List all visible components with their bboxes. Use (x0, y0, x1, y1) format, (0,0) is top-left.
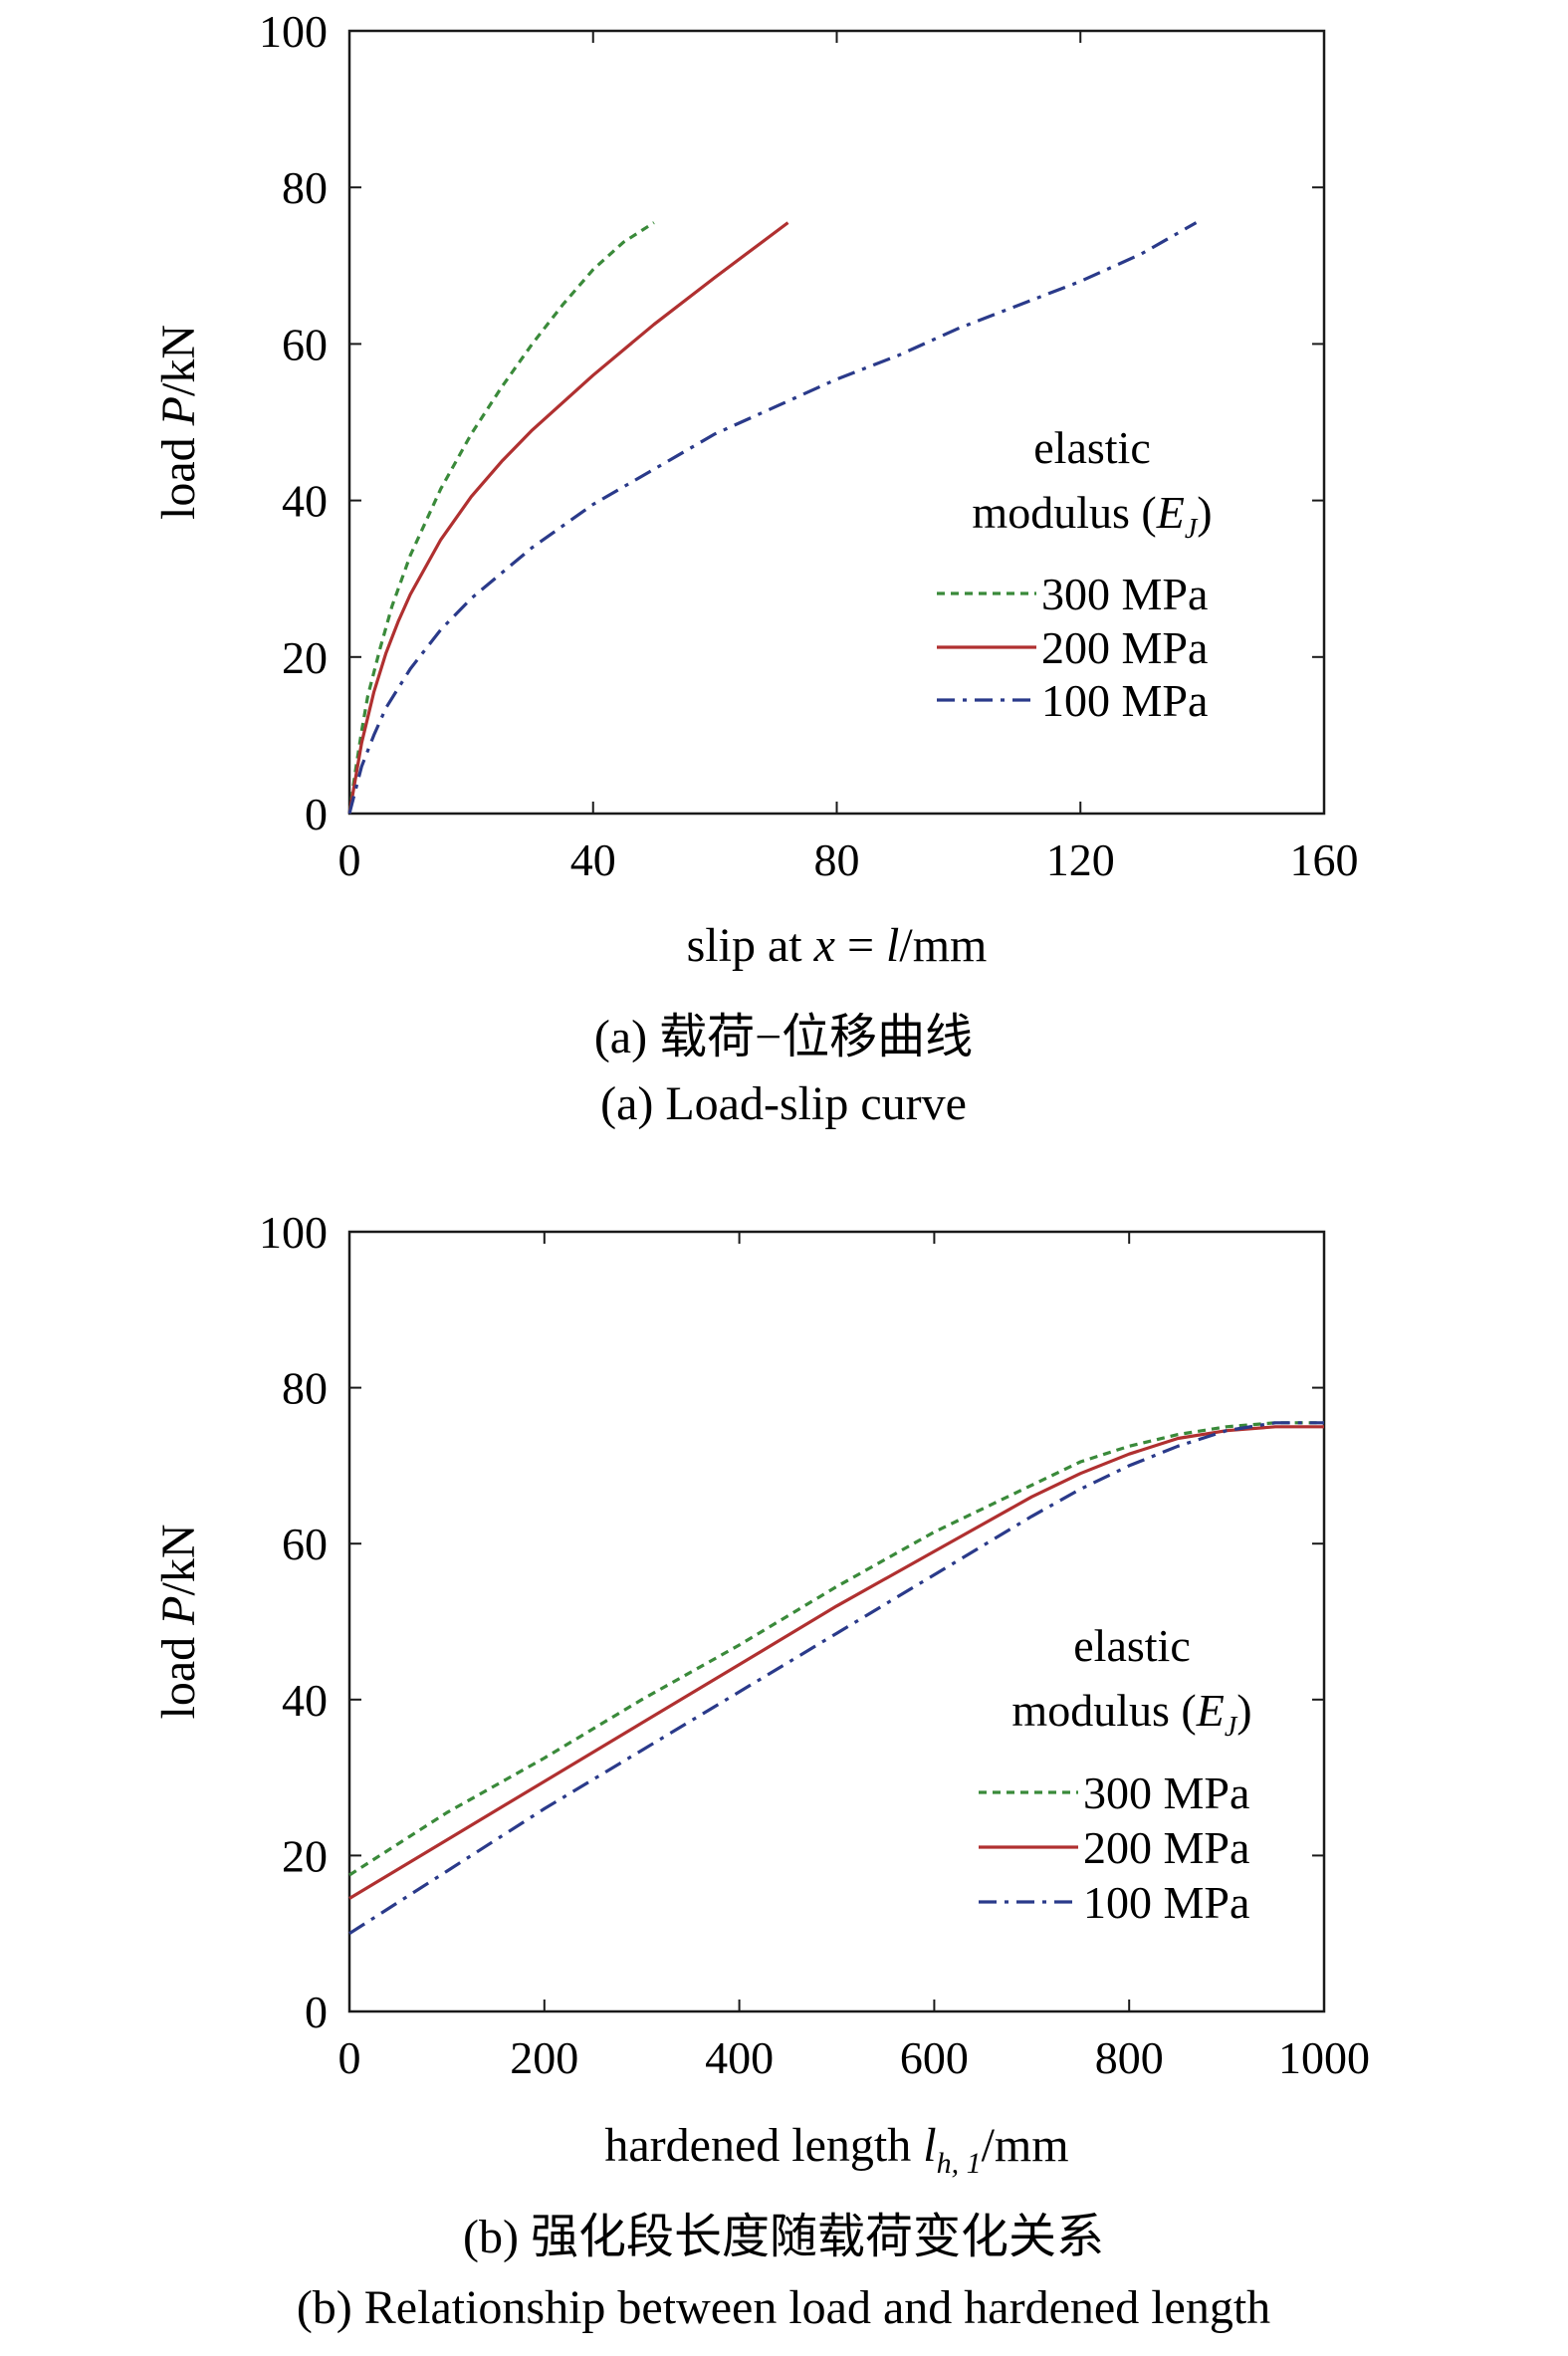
y-tick-label: 60 (282, 1519, 328, 1569)
x-axis-label: slip at x = l/mm (687, 919, 988, 972)
legend-label: 300 MPa (1041, 569, 1208, 619)
legend-title-line1: elastic (1033, 422, 1151, 473)
y-tick-label: 0 (305, 1987, 328, 2037)
legend-title-line2: modulus (EJ) (1011, 1685, 1251, 1743)
legend-title-line2: modulus (EJ) (972, 487, 1212, 545)
y-tick-label: 20 (282, 1830, 328, 1881)
caption-chinese: (a) 载荷−位移曲线 (594, 1011, 973, 1063)
y-axis-label: load P/kN (152, 325, 205, 520)
x-tick-label: 1000 (1278, 2032, 1370, 2083)
x-tick-label: 120 (1046, 834, 1115, 885)
caption-english: (a) Load-slip curve (600, 1077, 967, 1130)
x-tick-label: 0 (338, 2032, 361, 2083)
x-tick-label: 160 (1290, 834, 1359, 885)
y-tick-label: 80 (282, 1363, 328, 1414)
legend-label: 100 MPa (1083, 1877, 1249, 1928)
x-tick-label: 80 (814, 834, 860, 885)
series-line-300-mpa (348, 1421, 1324, 1877)
x-tick-label: 0 (338, 834, 361, 885)
legend-label: 300 MPa (1083, 1767, 1249, 1818)
x-tick-label: 600 (900, 2032, 969, 2083)
plot-frame (347, 1230, 1326, 2013)
chart-a: 0 40 80 120 160 0 20 40 60 80 100 load P/kN slip at … (152, 6, 1359, 1130)
chart-b: 0 200 400 600 800 1000 0 20 40 60 80 100 load P/kN ha… (152, 1207, 1370, 2334)
y-tick-label: 60 (282, 319, 328, 369)
legend-label: 100 MPa (1041, 675, 1208, 726)
legend-label: 200 MPa (1083, 1822, 1249, 1873)
caption-chinese: (b) 强化段长度随载荷变化关系 (463, 2211, 1104, 2263)
x-tick-label: 40 (570, 834, 616, 885)
y-tick-label: 40 (282, 1675, 328, 1726)
x-tick-label: 400 (705, 2032, 774, 2083)
y-tick-label: 100 (259, 6, 328, 57)
x-axis-label: hardened length lh, 1/mm (604, 2119, 1068, 2180)
series-line-200-mpa (347, 221, 789, 815)
caption-english: (b) Relationship between load and harden… (297, 2281, 1270, 2334)
x-tick-label: 800 (1095, 2032, 1164, 2083)
series-line-300-mpa (347, 221, 655, 815)
y-tick-label: 20 (282, 632, 328, 683)
legend-label: 200 MPa (1041, 622, 1208, 673)
y-axis-label: load P/kN (152, 1525, 205, 1720)
series-line-100-mpa (347, 221, 1198, 815)
x-tick-label: 200 (510, 2032, 578, 2083)
y-tick-label: 0 (305, 789, 328, 839)
y-tick-label: 100 (259, 1207, 328, 1258)
y-tick-label: 40 (282, 476, 328, 527)
series-line-200-mpa (348, 1425, 1324, 1900)
y-tick-label: 80 (282, 162, 328, 213)
legend-title-line1: elastic (1073, 1620, 1191, 1671)
